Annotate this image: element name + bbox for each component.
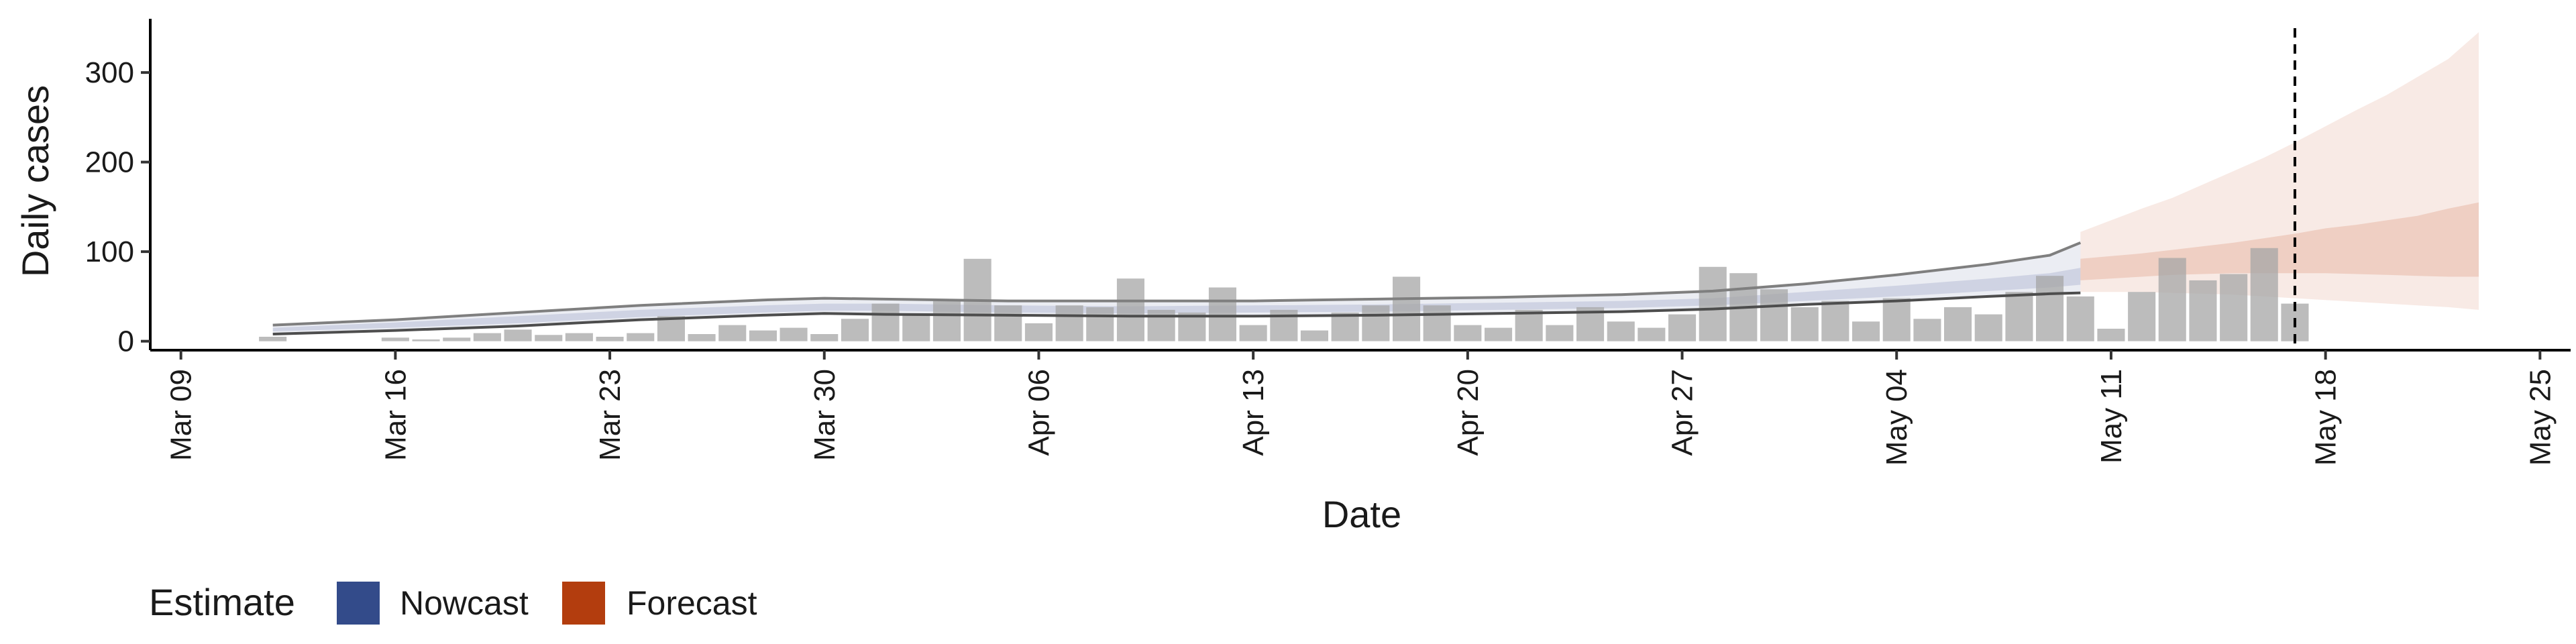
observed-bar [1760,289,1788,341]
legend-swatch-nowcast [337,582,380,625]
observed-bar [2066,296,2094,341]
observed-bar [1852,321,1880,341]
observed-bar [2097,329,2125,341]
observed-bar [596,337,624,341]
observed-bar [504,329,532,341]
observed-bar [749,330,777,341]
observed-bar [1913,319,1941,341]
observed-bar [1208,287,1236,341]
y-tick-label: 200 [85,146,134,179]
observed-bar [1393,276,1421,341]
observed-bar [443,337,471,341]
observed-bar [1974,314,2002,341]
observed-bar [1699,266,1727,341]
observed-bar [994,305,1022,341]
observed-bar [902,314,930,341]
observed-bar [2005,292,2033,341]
observed-bar [1882,298,1911,341]
observed-bar [1546,325,1574,341]
observed-bar [1423,305,1451,341]
observed-bar [1300,330,1328,341]
nowcast-lower-line [272,291,2081,335]
observed-bar [841,319,869,341]
observed-bar [1515,309,1543,341]
observed-bar [932,301,961,341]
observed-bar [2158,258,2186,341]
observed-bar [2189,280,2217,341]
observed-bar [1454,325,1482,341]
x-tick-label: May 11 [2095,369,2128,464]
observed-bar [565,333,593,341]
observed-bar [688,334,716,341]
observed-bar [1086,307,1114,341]
legend-label-nowcast: Nowcast [400,584,529,622]
legend-label-forecast: Forecast [627,584,757,622]
legend-swatch-forecast [562,582,605,625]
observed-bar [657,316,685,341]
x-axis-title: Date [1322,493,1401,535]
y-tick-label: 300 [85,56,134,89]
observed-bar [1485,327,1513,341]
x-tick-label: Apr 06 [1023,369,1056,456]
observed-bar [2036,276,2064,341]
observed-bar [1607,321,1635,341]
observed-bar [2128,292,2156,341]
y-tick-label: 0 [118,325,134,358]
x-tick-label: Mar 09 [165,369,198,461]
x-tick-label: May 25 [2524,369,2557,466]
axes: 0 100 200 300 Mar 09 Mar 16 Mar 23 Mar 30 Apr 06… [85,19,2571,466]
observed-bar [473,333,501,341]
x-tick-label: Mar 30 [808,369,841,461]
observed-bar [1821,301,1849,341]
observed-bar [2220,274,2248,341]
x-tick-label: Apr 13 [1237,369,1270,456]
x-tick-label: May 04 [1880,369,1913,466]
legend: Estimate Nowcast Forecast [149,581,757,625]
observed-bar [871,303,900,341]
x-tick-label: Mar 16 [379,369,412,461]
observed-bar [2250,248,2278,341]
observed-bar [1055,305,1083,341]
observed-bar [1147,309,1175,341]
observed-bar [381,337,409,341]
forecast-outer-band [2080,32,2479,310]
y-tick-label: 100 [85,235,134,268]
observed-bar [1668,314,1697,341]
observed-bar [627,333,655,341]
y-axis-title: Daily cases [14,85,56,277]
plot-area [259,28,2479,350]
x-tick-label: Apr 27 [1666,369,1699,456]
observed-bar [1362,305,1390,341]
nowcast-upper-line [272,241,2082,327]
observed-bar [780,327,808,341]
x-tick-label: May 18 [2310,369,2343,466]
observed-bar [1024,323,1053,341]
observed-bar [535,335,563,341]
observed-bar [1790,307,1819,341]
x-tick-label: Apr 20 [1452,369,1485,456]
observed-bar [1944,307,1972,341]
observed-bar [1331,312,1359,341]
observed-bar [412,339,440,341]
observed-bar [718,325,747,341]
x-tick-label: Mar 23 [594,369,627,461]
legend-title: Estimate [149,581,295,623]
observed-bar [1116,278,1144,341]
observed-bar [259,337,287,341]
observed-bar [810,334,839,341]
observed-bar [1239,325,1267,341]
observed-bar [1638,327,1666,341]
